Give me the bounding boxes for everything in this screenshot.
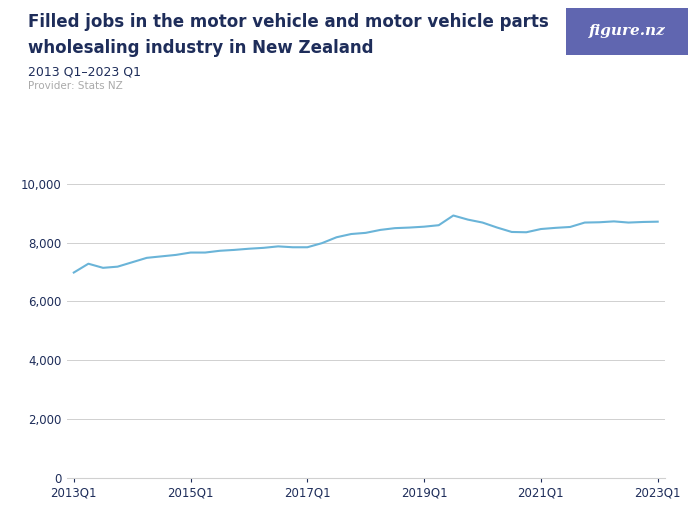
Text: Provider: Stats NZ: Provider: Stats NZ — [28, 81, 122, 91]
Text: figure.nz: figure.nz — [589, 25, 665, 38]
Text: wholesaling industry in New Zealand: wholesaling industry in New Zealand — [28, 39, 374, 57]
Text: 2013 Q1–2023 Q1: 2013 Q1–2023 Q1 — [28, 66, 141, 79]
Text: Filled jobs in the motor vehicle and motor vehicle parts: Filled jobs in the motor vehicle and mot… — [28, 13, 549, 31]
